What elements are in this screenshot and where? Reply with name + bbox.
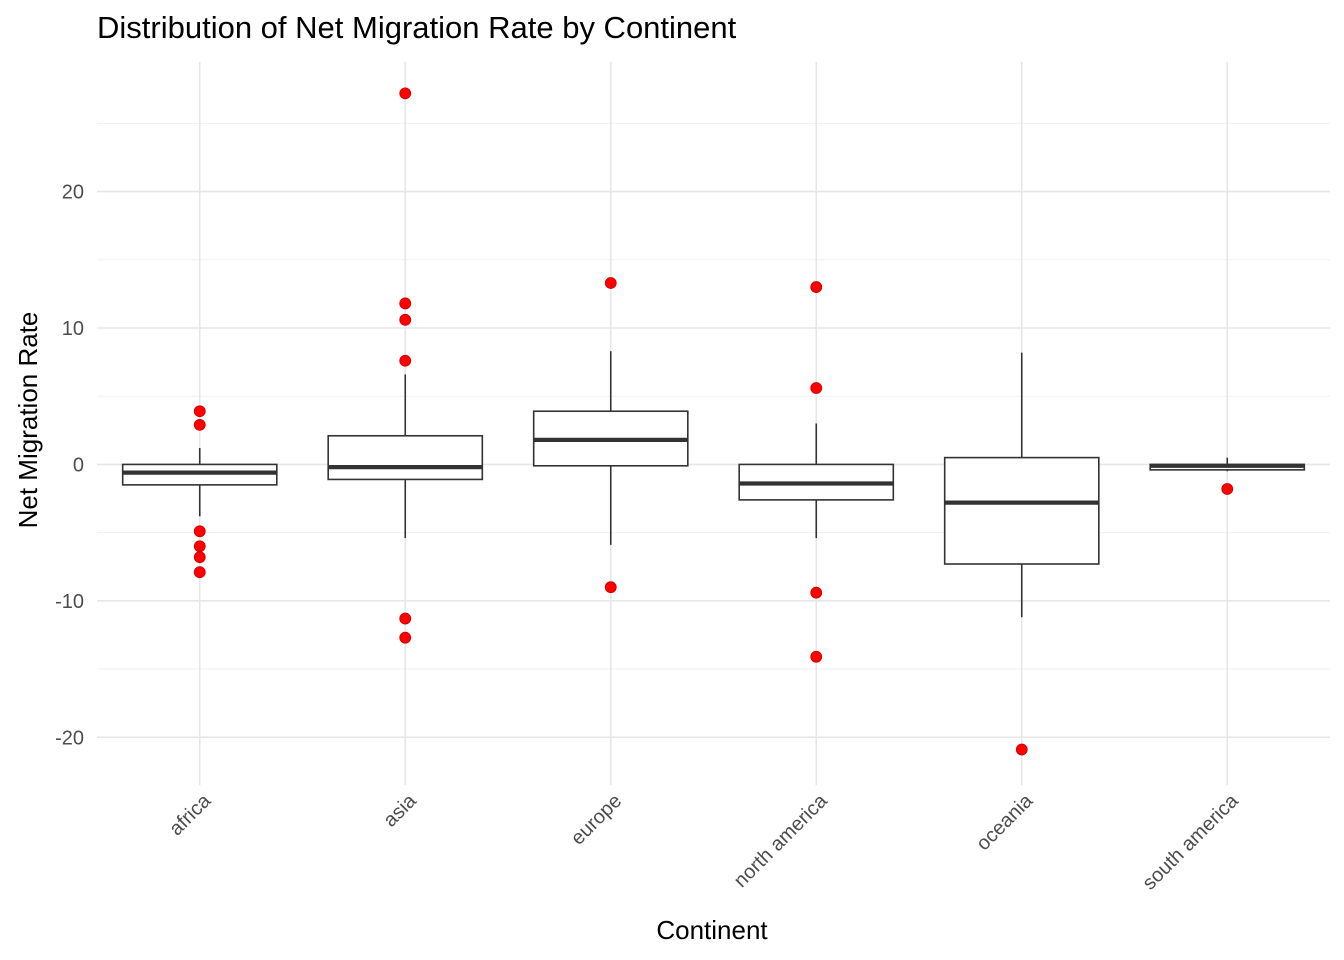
outlier-point — [1015, 743, 1028, 756]
x-tick-label: asia — [379, 789, 421, 831]
grid-layer — [97, 62, 1330, 785]
outlier-point — [193, 551, 206, 564]
x-tick-label: africa — [165, 789, 216, 840]
x-axis-label: Continent — [656, 915, 768, 945]
x-tick-label: south america — [1138, 789, 1243, 894]
box-layer — [121, 87, 1306, 756]
y-tick-label: -20 — [55, 727, 84, 749]
outlier-point — [399, 87, 412, 100]
outlier-point — [810, 650, 823, 663]
y-axis-label: Net Migration Rate — [13, 312, 43, 529]
y-tick-label: 0 — [73, 454, 84, 476]
box-group-north-america — [738, 281, 895, 663]
iqr-box — [327, 434, 484, 481]
outlier-point — [604, 581, 617, 594]
outlier-point — [810, 382, 823, 394]
y-tick-label: 10 — [62, 318, 84, 340]
outlier-point — [193, 525, 206, 538]
outlier-point — [810, 586, 823, 599]
box-group-asia — [327, 87, 484, 644]
outlier-point — [399, 297, 412, 310]
outlier-point — [193, 540, 206, 553]
outlier-point — [399, 354, 412, 367]
outlier-point — [604, 277, 617, 289]
x-tick-label: oceania — [972, 789, 1038, 855]
box-group-africa — [121, 405, 278, 579]
outlier-point — [810, 281, 823, 293]
outlier-point — [399, 313, 412, 326]
box-group-oceania — [943, 352, 1100, 756]
y-tick-label: 20 — [62, 182, 84, 204]
chart-title: Distribution of Net Migration Rate by Co… — [97, 10, 737, 45]
outlier-point — [193, 418, 206, 431]
outlier-point — [1221, 483, 1234, 495]
y-tick-label: -10 — [55, 591, 84, 613]
outlier-point — [399, 612, 412, 625]
x-tick-label: north america — [730, 789, 833, 892]
box-group-europe — [532, 277, 689, 594]
iqr-box — [943, 456, 1100, 565]
x-tick-label: europe — [567, 790, 627, 850]
outlier-point — [193, 566, 206, 579]
box-group-south-america — [1149, 457, 1306, 495]
outlier-point — [193, 405, 206, 418]
outlier-point — [399, 631, 412, 644]
